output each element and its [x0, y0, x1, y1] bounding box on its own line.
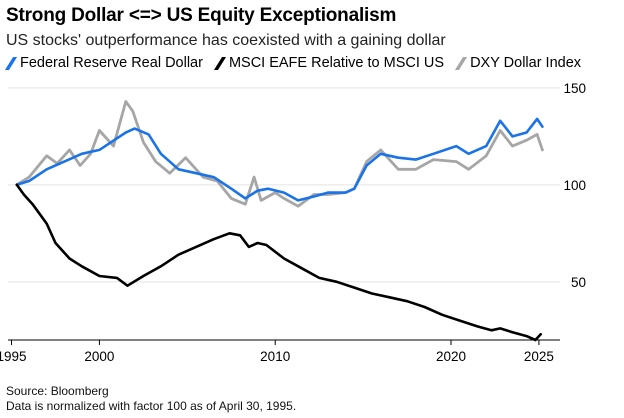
chart-subtitle: US stocks' outperformance has coexisted … — [6, 32, 446, 49]
y-axis-ticks: 50 100 150 — [563, 81, 586, 290]
normalization-note: Data is normalized with factor 100 as of… — [6, 399, 297, 413]
legend-item-fed-real-dollar: Federal Reserve Real Dollar — [4, 55, 203, 71]
y-tick-label: 150 — [563, 81, 586, 96]
chart-legend: Federal Reserve Real Dollar MSCI EAFE Re… — [4, 55, 593, 71]
x-tick-label: 2025 — [524, 349, 554, 364]
legend-item-dxy: DXY Dollar Index — [455, 55, 582, 71]
x-tick-label: 2000 — [84, 349, 114, 364]
legend-label: MSCI EAFE Relative to MSCI US — [228, 55, 445, 71]
y-tick-label: 50 — [571, 275, 586, 290]
x-axis-ticks: 1995 2000 2010 2020 2025 — [0, 340, 554, 364]
series-line-dxy — [15, 100, 544, 208]
series-line-fed-real-dollar — [15, 117, 544, 202]
x-tick-label: 2010 — [260, 349, 290, 364]
y-tick-label: 100 — [563, 178, 586, 193]
series-lines — [15, 100, 544, 342]
source-note: Source: Bloomberg — [6, 384, 109, 398]
legend-item-msci-relative: MSCI EAFE Relative to MSCI US — [213, 55, 445, 71]
chart-footer: Source: Bloomberg Data is normalized wit… — [6, 384, 296, 414]
legend-label: DXY Dollar Index — [470, 55, 582, 71]
legend-label: Federal Reserve Real Dollar — [20, 55, 203, 71]
x-tick-label: 1995 — [0, 349, 27, 364]
gridlines — [8, 87, 560, 283]
chart-title: Strong Dollar <=> US Equity Exceptionali… — [6, 5, 397, 26]
x-tick-label: 2020 — [436, 349, 466, 364]
series-line-msci-relative — [15, 183, 543, 342]
